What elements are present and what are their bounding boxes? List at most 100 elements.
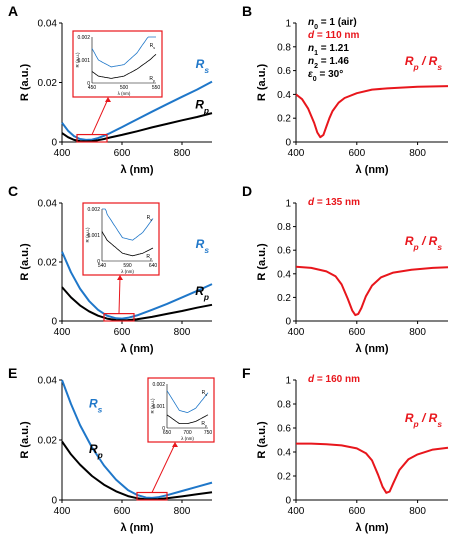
panel-a: A 400 600 800 0 0.02 0.04 λ (nm) R (a.u.) Rs Rp 450… [8,3,213,176]
x-tick-label: 600 [114,327,131,338]
panel-label: C [8,183,18,199]
inset-y-tick-label: 0.002 [87,207,100,213]
y-tick-label: 1 [285,19,291,30]
x-tick-label: 800 [174,148,191,159]
inset-frame [147,377,215,443]
series-line-r-p [61,112,213,143]
ratio-label: Rp / Rs [405,54,442,72]
y-tick-label: 1 [285,376,291,387]
x-tick-label: 400 [54,148,71,159]
y-tick-label: 0 [285,496,291,507]
series-label: Rp [89,442,103,460]
param-text: d = 110 nm [308,30,360,41]
inset-x-tick-label: 640 [149,263,158,269]
inset-y-tick-label: 0 [162,426,165,432]
series-label: Rs [89,397,103,415]
inset-series-line [91,36,156,68]
y-tick-label: 0 [285,138,291,149]
x-tick-label: 400 [288,506,305,517]
series-line-r-p-r-s [295,85,449,139]
inset-frame [72,30,163,98]
inset-y-tick-label: 0.001 [152,404,165,410]
y-tick-label: 0.02 [38,78,58,89]
param-text: d = 135 nm [308,197,360,208]
zoom-arrow-head [117,275,123,280]
x-tick-label: 400 [288,327,305,338]
panel-e: E 400 600 800 0 0.02 0.04 λ (nm) R (a.u.) Rs Rp 650… [8,365,215,534]
panel-label: D [242,183,252,199]
inset-y-tick-label: 0.002 [77,35,90,41]
zoom-arrow-line [91,98,109,135]
y-tick-label: 0.6 [277,66,291,77]
series-line-r-p-r-s [295,265,449,317]
inset-x-axis-title: λ (nm) [121,269,134,274]
y-tick-label: 0.2 [277,472,291,483]
inset-y-tick-label: 0.002 [152,382,165,388]
x-tick-label: 400 [54,327,71,338]
y-tick-label: 0.8 [277,400,291,411]
inset-y-tick-label: 0.001 [77,58,90,64]
y-tick-label: 0.4 [277,90,291,101]
x-axis-title: λ (nm) [121,522,154,534]
zoom-arrow-head [172,442,178,447]
series-line-r-p [61,440,213,501]
inset-x-axis-title: λ (nm) [118,91,131,96]
y-tick-label: 0.6 [277,424,291,435]
ratio-label: Rp / Rs [405,411,442,429]
param-text: ε0 = 30° [308,69,343,83]
inset-series-label: Rs [147,215,153,222]
panel-b: B 400 600 800 0 0.2 0.4 0.6 0.8 1 λ (nm) R (a.u.) Rp… [242,3,449,176]
inset-x-axis-title: λ (nm) [181,436,194,441]
inset-x-tick-label: 700 [183,430,192,436]
inset-y-tick-label: 0.001 [87,233,100,239]
x-axis-title: λ (nm) [356,164,389,176]
panel-label: E [8,365,17,381]
inset-frame [82,202,160,276]
zoom-arrow-line [118,276,121,314]
y-tick-label: 0 [51,496,57,507]
y-tick-label: 0.02 [38,436,58,447]
panel-label: F [242,365,251,381]
inset-y-tick-label: 0 [97,259,100,265]
x-tick-label: 400 [288,148,305,159]
panel-label: B [242,3,252,19]
inset-series-line [101,231,154,257]
x-axis-title: λ (nm) [121,343,154,355]
x-axis-title: λ (nm) [356,522,389,534]
inset-x-tick-label: 650 [163,430,172,436]
y-tick-label: 0.4 [277,448,291,459]
param-text: d = 160 nm [308,374,360,385]
y-tick-label: 0.04 [38,19,58,30]
y-axis-title: R (a.u.) [256,421,268,459]
x-tick-label: 600 [348,327,365,338]
ratio-label: Rp / Rs [405,234,442,252]
inset-y-axis-title: R (a.u.) [85,227,90,243]
param-text: n2 = 1.46 [308,56,349,70]
inset-x-tick-label: 500 [120,85,129,91]
series-label: Rp [195,98,209,116]
y-tick-label: 0 [51,317,57,328]
y-tick-label: 0.8 [277,42,291,53]
inset-series-label: Rp [149,76,155,83]
y-axis-title: R (a.u.) [256,64,268,102]
series-label: Rs [196,57,210,75]
y-tick-label: 0 [51,138,57,149]
panel-f: F 400 600 800 0 0.2 0.4 0.6 0.8 1 λ (nm) R (a.u.) Rp… [242,365,449,534]
x-axis-title: λ (nm) [121,164,154,176]
series-label: Rp [195,284,209,302]
x-tick-label: 600 [348,148,365,159]
x-axis-title: λ (nm) [356,343,389,355]
inset-x-tick-label: 590 [123,263,132,269]
y-tick-label: 1 [285,199,291,210]
inset-series-line [166,414,209,425]
x-tick-label: 600 [114,148,131,159]
inset-x-tick-label: 540 [98,263,107,269]
y-tick-label: 0.2 [277,114,291,125]
x-tick-label: 600 [348,506,365,517]
y-tick-label: 0.2 [277,293,291,304]
y-tick-label: 0.02 [38,258,58,269]
y-axis-title: R (a.u.) [19,243,31,281]
zoom-arrow-line [151,443,176,493]
inset-series-line [102,208,154,241]
